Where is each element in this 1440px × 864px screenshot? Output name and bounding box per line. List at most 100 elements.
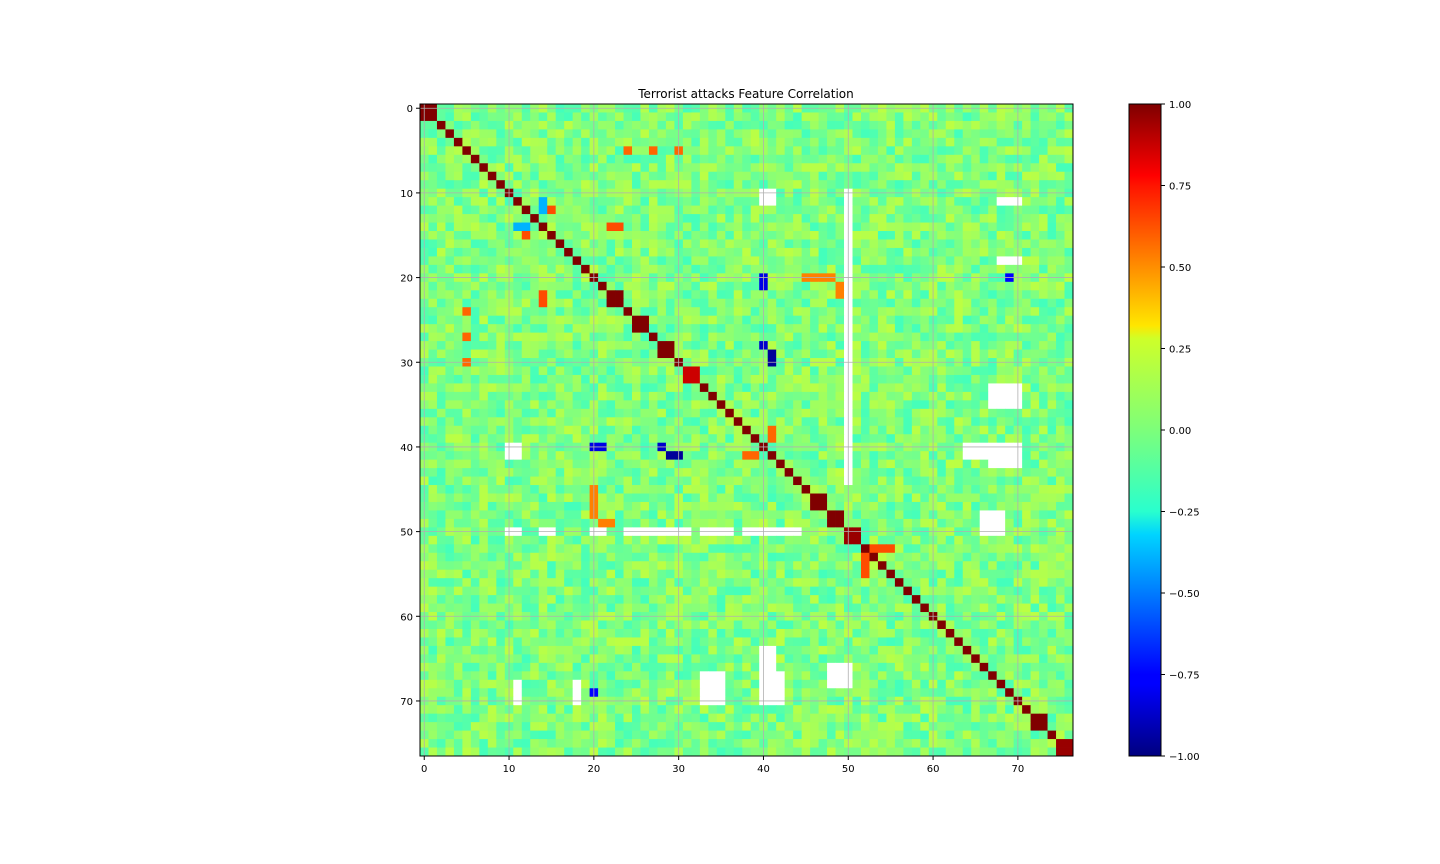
heatmap-cell — [801, 628, 811, 638]
heatmap-cell — [428, 239, 438, 249]
heatmap-cell — [767, 281, 777, 291]
heatmap-cell — [521, 620, 531, 630]
heatmap-cell — [716, 586, 726, 596]
heatmap-cell — [581, 383, 591, 393]
heatmap-cell — [979, 146, 989, 156]
heatmap-cell — [581, 501, 591, 511]
heatmap-cell — [708, 366, 718, 376]
heatmap-cell — [606, 332, 616, 342]
heatmap-cell — [581, 298, 591, 308]
heatmap-cell — [538, 154, 548, 164]
heatmap-cell — [733, 341, 743, 350]
heatmap-cell — [564, 154, 574, 164]
heatmap-cell — [996, 247, 1006, 257]
heatmap-cell — [572, 341, 582, 350]
heatmap-cell — [453, 383, 463, 393]
heatmap-cell — [581, 281, 591, 291]
heatmap-cell — [988, 264, 998, 274]
heatmap-cell — [716, 154, 726, 164]
heatmap-cell — [1022, 349, 1031, 359]
heatmap-cell — [937, 501, 947, 511]
heatmap-cell — [623, 324, 633, 334]
heatmap-cell — [979, 247, 989, 257]
heatmap-cell — [827, 586, 836, 596]
heatmap-cell — [894, 518, 904, 528]
heatmap-cell — [793, 231, 803, 240]
heatmap-cell — [996, 535, 1006, 545]
heatmap-cell — [911, 425, 921, 435]
heatmap-cell — [945, 129, 955, 139]
heatmap-cell — [793, 315, 803, 325]
heatmap-cell — [988, 493, 998, 503]
heatmap-cell — [1047, 120, 1057, 130]
heatmap-cell — [708, 154, 718, 164]
heatmap-cell — [996, 281, 1006, 291]
heatmap-cell — [496, 281, 506, 291]
heatmap-cell — [937, 298, 947, 308]
heatmap-cell — [818, 341, 828, 350]
heatmap-cell — [793, 552, 803, 562]
heatmap-cell — [632, 425, 641, 435]
heatmap-cell — [564, 349, 574, 359]
heatmap-cell — [996, 214, 1006, 223]
heatmap-cell — [742, 239, 752, 249]
heatmap-cell — [852, 425, 862, 435]
heatmap-cell — [937, 366, 947, 376]
heatmap-cell — [708, 451, 718, 461]
heatmap-cell — [801, 501, 811, 511]
heatmap-cell — [470, 425, 480, 435]
heatmap-cell — [598, 171, 607, 181]
heatmap-cell — [470, 231, 480, 240]
heatmap-cell — [665, 383, 675, 393]
heatmap-cell — [903, 171, 913, 181]
heatmap-cell — [801, 459, 811, 469]
heatmap-cell — [988, 485, 998, 494]
heatmap-cell — [767, 315, 777, 325]
heatmap-cell — [1047, 307, 1057, 317]
heatmap-cell — [1039, 586, 1048, 596]
heatmap-cell — [479, 400, 489, 410]
heatmap-cell — [767, 264, 777, 274]
heatmap-cell — [716, 120, 726, 130]
heatmap-cell — [877, 137, 887, 147]
heatmap-cell — [860, 315, 870, 325]
heatmap-cell — [1022, 146, 1031, 156]
heatmap-cell — [691, 535, 701, 545]
heatmap-cell — [742, 628, 752, 638]
heatmap-cell — [547, 586, 557, 596]
heatmap-cell — [962, 535, 972, 545]
heatmap-cell — [632, 510, 641, 520]
heatmap-cell — [496, 417, 506, 427]
heatmap-cell — [979, 544, 989, 554]
heatmap-cell — [623, 112, 633, 122]
heatmap-cell — [581, 171, 591, 181]
heatmap-cell — [691, 154, 701, 164]
heatmap-cell — [581, 154, 591, 164]
heatmap-cell — [996, 341, 1006, 350]
heatmap-cell — [648, 332, 658, 342]
heatmap-cell — [962, 645, 972, 655]
heatmap-cell — [513, 603, 523, 613]
heatmap-cell — [945, 222, 955, 232]
heatmap-cell — [954, 451, 964, 461]
heatmap-cell — [894, 400, 904, 410]
heatmap-cell — [436, 324, 446, 334]
heatmap-cell — [945, 205, 955, 215]
heatmap-cell — [1064, 307, 1074, 317]
heatmap-cell — [564, 146, 574, 156]
heatmap-cell — [691, 307, 701, 317]
heatmap-cell — [581, 120, 591, 130]
heatmap-cell — [547, 366, 557, 376]
heatmap-cell — [513, 315, 523, 325]
heatmap-cell — [462, 493, 472, 503]
heatmap-cell — [937, 324, 947, 334]
heatmap-cell — [453, 400, 463, 410]
heatmap-cell — [827, 137, 836, 147]
heatmap-cell — [564, 417, 574, 427]
heatmap-cell — [750, 586, 760, 596]
heatmap-cell — [988, 595, 998, 604]
heatmap-cell — [725, 366, 735, 376]
heatmap-cell — [793, 222, 803, 232]
heatmap-cell — [945, 578, 955, 588]
heatmap-cell — [691, 628, 701, 638]
